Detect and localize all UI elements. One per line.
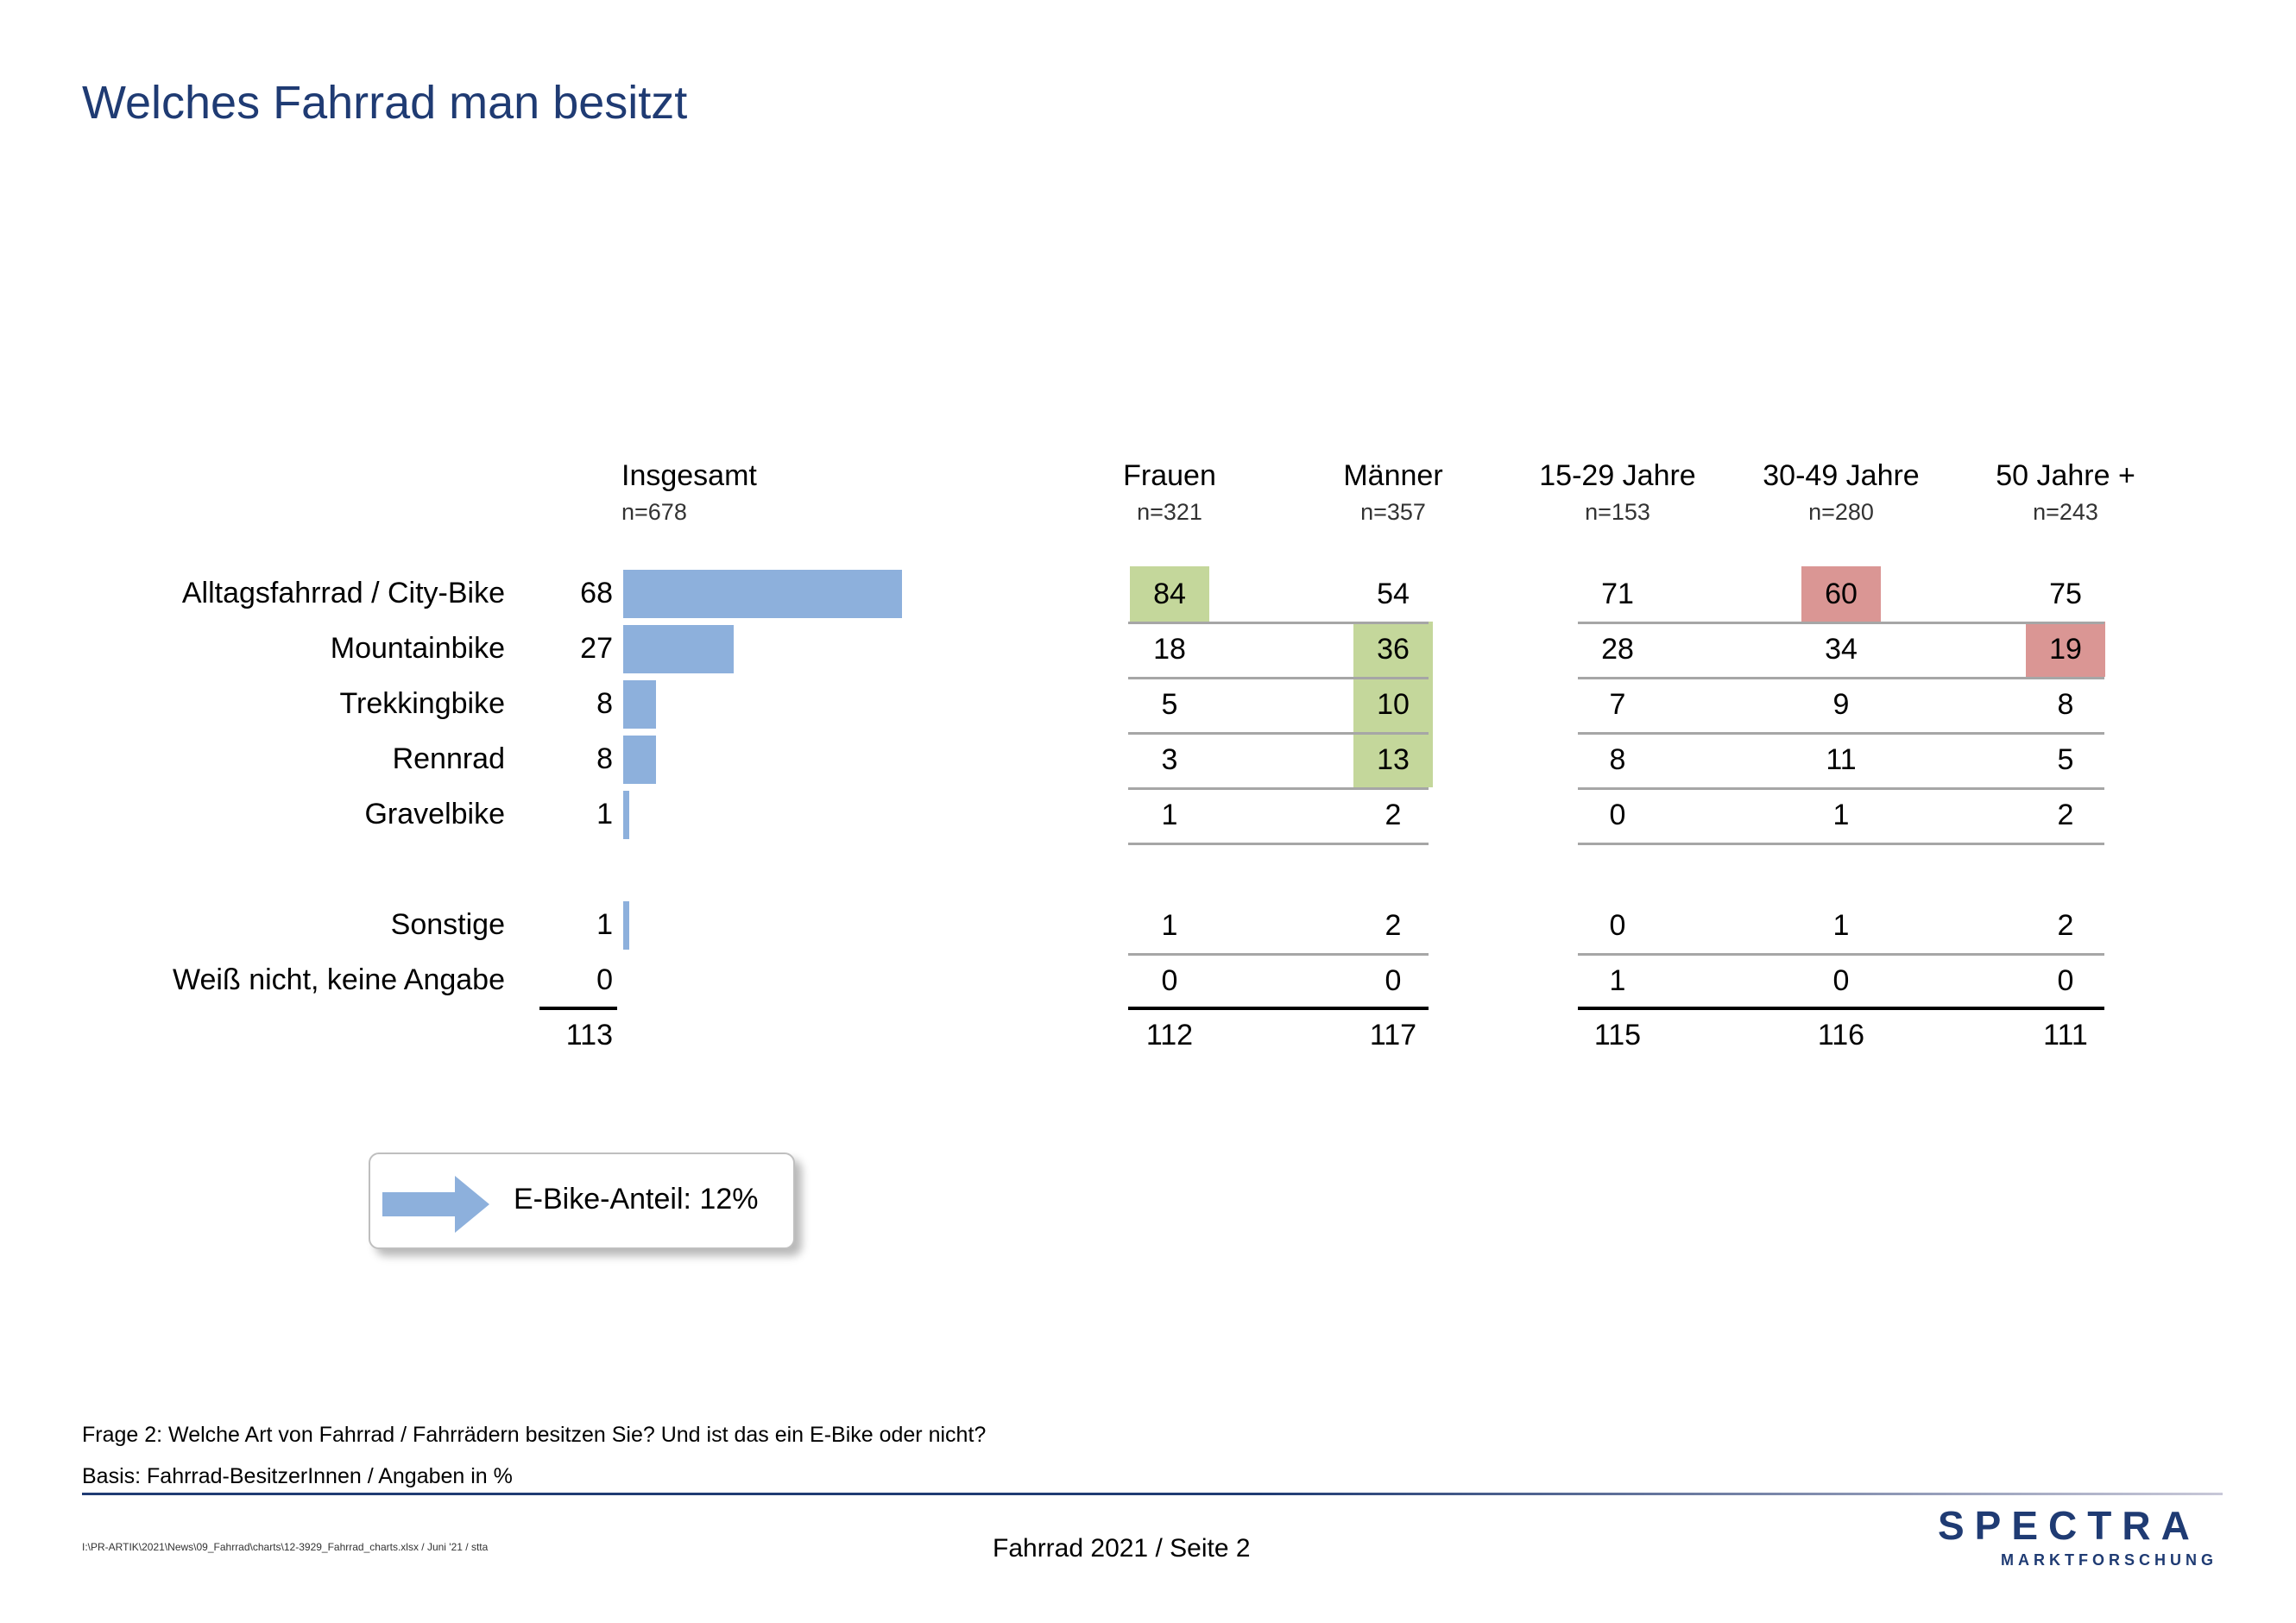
table-cell: 34 (1825, 633, 1858, 666)
total-divider (1128, 1007, 1429, 1010)
basis-note: Basis: Fahrrad-BesitzerInnen / Angaben i… (82, 1464, 513, 1488)
table-cell: 71 (1601, 578, 1634, 610)
bar (623, 680, 656, 729)
bar (623, 625, 735, 673)
total-value: 27 (580, 632, 613, 665)
table-cell: 2 (1385, 799, 1402, 831)
table-cell: 0 (1161, 964, 1178, 997)
ebike-callout-text: E-Bike-Anteil: 12% (514, 1183, 759, 1216)
table-cell: 0 (1609, 909, 1626, 942)
row-divider (1128, 953, 1429, 956)
table-cell: 18 (1153, 633, 1186, 666)
table-cell: 36 (1353, 622, 1433, 677)
total-value: 1 (596, 908, 613, 941)
total-value: 1 (596, 798, 613, 830)
column-sample-size: n=357 (1360, 499, 1426, 525)
column-header: 15-29 Jahre (1539, 459, 1696, 492)
table-cell: 1 (1161, 799, 1178, 831)
row-label: Alltagsfahrrad / City-Bike (181, 577, 505, 609)
column-header: Insgesamt (621, 459, 757, 492)
row-label: Trekkingbike (339, 687, 505, 720)
table-cell: 0 (1385, 964, 1402, 997)
row-divider (1578, 953, 2104, 956)
row-label: Sonstige (390, 908, 505, 941)
spectra-logo: SPECTRA (1938, 1503, 2200, 1548)
file-path: I:\PR-ARTIK\2021\News\09_Fahrrad\charts\… (82, 1541, 489, 1553)
bar (623, 736, 656, 784)
table-cell: 8 (2057, 688, 2074, 721)
row-divider (1578, 732, 2104, 735)
row-label: Mountainbike (330, 632, 505, 665)
table-cell: 0 (2057, 964, 2074, 997)
table-cell: 7 (1609, 688, 1626, 721)
row-divider (1578, 677, 2104, 679)
table-cell: 19 (2026, 622, 2105, 677)
table-cell: 84 (1130, 566, 1209, 622)
table-cell: 0 (1609, 799, 1626, 831)
sum-value: 112 (1145, 1019, 1194, 1051)
table-cell: 2 (2057, 909, 2074, 942)
total-value: 0 (596, 963, 613, 996)
table-cell: 1 (1832, 909, 1850, 942)
total-value: 8 (596, 742, 613, 775)
table-cell: 60 (1801, 566, 1881, 622)
sum-value: 111 (2043, 1019, 2088, 1051)
table-cell: 2 (2057, 799, 2074, 831)
total-value: 8 (596, 687, 613, 720)
footer-divider (82, 1493, 2223, 1495)
row-divider (1128, 622, 1429, 624)
table-cell: 2 (1385, 909, 1402, 942)
table-cell: 5 (1161, 688, 1178, 721)
page-number: Fahrrad 2021 / Seite 2 (993, 1534, 1251, 1563)
table-cell: 3 (1161, 743, 1178, 776)
table-cell: 28 (1601, 633, 1634, 666)
question-note: Frage 2: Welche Art von Fahrrad / Fahrrä… (82, 1423, 987, 1447)
table-cell: 1 (1161, 909, 1178, 942)
bar (623, 791, 629, 839)
column-sample-size: n=678 (621, 499, 687, 525)
table-cell: 10 (1353, 677, 1433, 732)
row-label: Gravelbike (364, 798, 505, 830)
row-label: Rennrad (392, 742, 505, 775)
column-sample-size: n=153 (1585, 499, 1650, 525)
page-title: Welches Fahrrad man besitzt (82, 77, 688, 129)
table-cell: 54 (1377, 578, 1410, 610)
row-divider (1578, 843, 2104, 845)
total-divider (1578, 1007, 2104, 1010)
row-divider (1128, 732, 1429, 735)
spectra-logo-subtitle: MARKTFORSCHUNG (2001, 1551, 2217, 1569)
table-cell: 9 (1832, 688, 1850, 721)
bar (623, 570, 902, 618)
row-divider (1578, 787, 2104, 790)
table-cell: 13 (1353, 732, 1433, 787)
row-divider (1578, 622, 2104, 624)
total-value: 68 (580, 577, 613, 609)
column-header: 50 Jahre + (1996, 459, 2135, 492)
table-cell: 1 (1832, 799, 1850, 831)
column-header: Männer (1343, 459, 1443, 492)
table-cell: 75 (2049, 578, 2082, 610)
arrow-right-icon (382, 1176, 489, 1233)
total-divider (539, 1007, 617, 1010)
sum-value: 113 (565, 1019, 613, 1051)
sum-value: 116 (1817, 1019, 1865, 1051)
sum-value: 117 (1369, 1019, 1417, 1051)
table-cell: 11 (1826, 743, 1857, 776)
table-cell: 1 (1609, 964, 1626, 997)
row-label: Weiß nicht, keine Angabe (173, 963, 505, 996)
table-cell: 5 (2057, 743, 2074, 776)
column-sample-size: n=243 (2033, 499, 2098, 525)
column-header: Frauen (1123, 459, 1216, 492)
column-sample-size: n=321 (1137, 499, 1202, 525)
row-divider (1128, 843, 1429, 845)
row-divider (1128, 677, 1429, 679)
sum-value: 115 (1593, 1019, 1642, 1051)
bar (623, 901, 629, 950)
table-cell: 0 (1832, 964, 1850, 997)
column-header: 30-49 Jahre (1763, 459, 1920, 492)
column-sample-size: n=280 (1808, 499, 1874, 525)
row-divider (1128, 787, 1429, 790)
table-cell: 8 (1609, 743, 1626, 776)
